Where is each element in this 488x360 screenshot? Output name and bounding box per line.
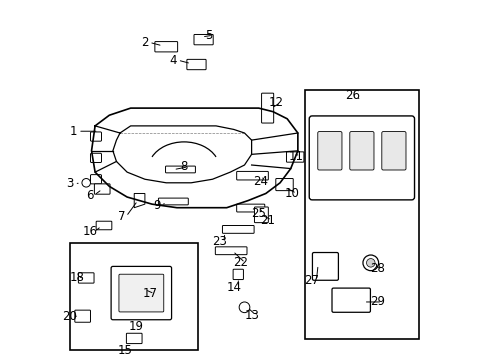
- Text: 20: 20: [62, 310, 77, 323]
- Text: 4: 4: [169, 54, 177, 67]
- Text: 15: 15: [118, 344, 133, 357]
- Text: 26: 26: [345, 89, 360, 102]
- FancyBboxPatch shape: [381, 131, 405, 170]
- Text: 11: 11: [288, 150, 303, 163]
- Text: 16: 16: [82, 225, 97, 238]
- Text: 9: 9: [153, 199, 161, 212]
- FancyBboxPatch shape: [215, 247, 246, 255]
- Text: 12: 12: [268, 96, 284, 109]
- Text: 2: 2: [141, 36, 148, 49]
- Text: 25: 25: [251, 207, 265, 220]
- Circle shape: [82, 179, 90, 187]
- Text: 23: 23: [212, 235, 226, 248]
- FancyBboxPatch shape: [90, 153, 102, 162]
- FancyBboxPatch shape: [236, 171, 268, 180]
- FancyBboxPatch shape: [261, 93, 273, 123]
- FancyBboxPatch shape: [119, 274, 163, 312]
- Text: 17: 17: [142, 287, 158, 300]
- FancyBboxPatch shape: [78, 273, 94, 283]
- FancyBboxPatch shape: [155, 42, 177, 52]
- Text: 3: 3: [66, 177, 74, 190]
- FancyBboxPatch shape: [222, 225, 254, 233]
- Text: 5: 5: [205, 29, 212, 42]
- FancyBboxPatch shape: [158, 198, 188, 205]
- Text: 13: 13: [244, 309, 259, 321]
- FancyBboxPatch shape: [96, 221, 112, 230]
- Text: 24: 24: [252, 175, 267, 188]
- FancyBboxPatch shape: [254, 207, 268, 222]
- FancyBboxPatch shape: [186, 59, 205, 70]
- FancyBboxPatch shape: [126, 333, 142, 343]
- Bar: [70, 243, 198, 350]
- Text: 8: 8: [180, 160, 187, 173]
- Text: 29: 29: [369, 296, 385, 309]
- FancyBboxPatch shape: [275, 179, 293, 191]
- FancyBboxPatch shape: [312, 252, 338, 280]
- Circle shape: [239, 302, 249, 312]
- FancyBboxPatch shape: [194, 35, 213, 45]
- Bar: [305, 90, 418, 339]
- Text: 28: 28: [370, 262, 385, 275]
- Text: 21: 21: [260, 213, 275, 227]
- Text: 10: 10: [285, 187, 299, 200]
- Polygon shape: [134, 193, 144, 208]
- FancyBboxPatch shape: [165, 166, 195, 173]
- FancyBboxPatch shape: [90, 175, 102, 184]
- Text: 14: 14: [226, 281, 241, 294]
- Text: 27: 27: [304, 274, 319, 287]
- FancyBboxPatch shape: [90, 132, 102, 141]
- FancyBboxPatch shape: [308, 116, 414, 200]
- Text: 18: 18: [70, 271, 84, 284]
- FancyBboxPatch shape: [94, 184, 110, 194]
- FancyBboxPatch shape: [349, 131, 373, 170]
- Text: 1: 1: [70, 125, 78, 138]
- Circle shape: [362, 255, 378, 271]
- FancyBboxPatch shape: [111, 266, 171, 320]
- FancyBboxPatch shape: [286, 152, 303, 162]
- FancyBboxPatch shape: [317, 131, 341, 170]
- Text: 19: 19: [128, 320, 143, 333]
- Circle shape: [366, 258, 374, 267]
- FancyBboxPatch shape: [331, 288, 370, 312]
- Text: 7: 7: [118, 210, 125, 223]
- FancyBboxPatch shape: [75, 310, 90, 322]
- FancyBboxPatch shape: [233, 269, 243, 280]
- Text: 6: 6: [86, 189, 93, 202]
- FancyBboxPatch shape: [236, 204, 264, 212]
- Text: 22: 22: [233, 256, 248, 269]
